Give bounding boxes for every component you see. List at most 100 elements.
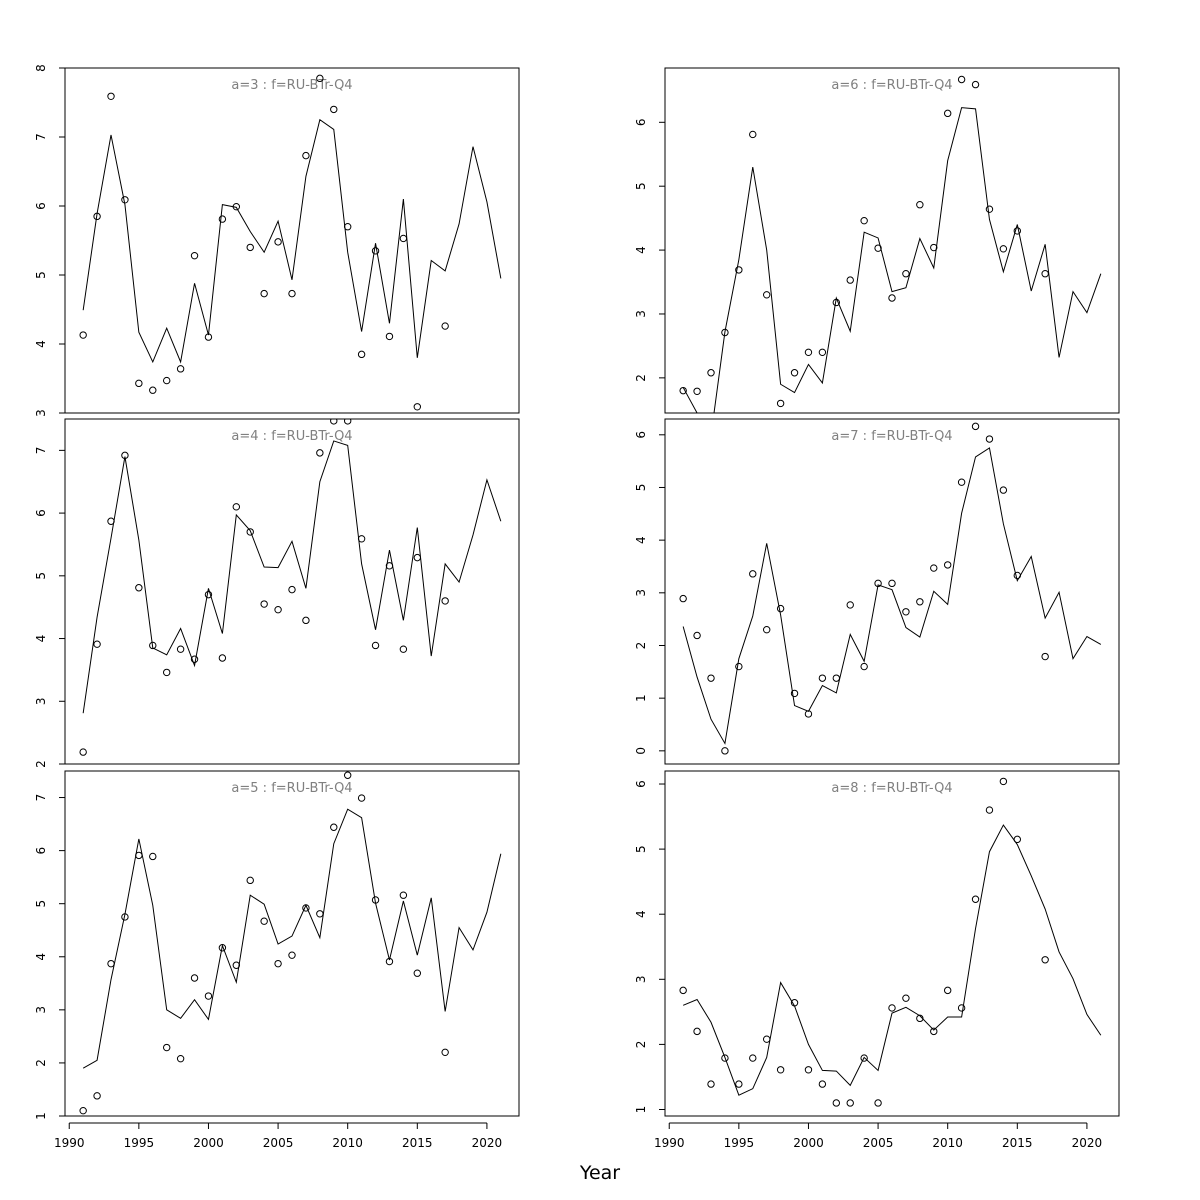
observed-point [790,999,799,1007]
observed-point [232,202,241,211]
observed-point [343,771,352,779]
observed-point [204,333,213,341]
y-tick-label: 5 [34,572,48,580]
observed-point [902,994,910,1002]
observed-point [1041,652,1049,661]
y-tick-label: 6 [634,118,648,126]
observed-point [1013,571,1021,580]
y-tick-label: 4 [34,953,48,961]
panel-a8: 1 2 3 4 5 6 1990 1995 2000 2005 2010 2015 2020 a=8 : … [634,770,1120,1150]
observed-point [874,1099,882,1107]
series-group [679,75,1102,413]
y-tick-label: 6 [34,202,48,210]
observed-point [135,584,143,592]
observed-point [735,662,743,671]
observed-point [246,876,254,885]
observed-point [260,600,268,608]
observed-point [93,1092,101,1100]
observed-point [943,986,952,995]
observed-point [957,75,966,84]
y-tick-label: 4 [634,910,648,918]
panel-title: a=8 : f=RU-BTr-Q4 [831,781,952,796]
observed-point [846,276,854,284]
observed-point [357,535,366,543]
fitted-line [82,808,502,1069]
observed-point [385,332,394,341]
observed-point [163,1043,171,1052]
observed-point [246,243,254,252]
observed-point [916,201,924,209]
y-tick-label: 3 [634,310,648,318]
panel-title: a=6 : f=RU-BTr-Q4 [831,78,952,93]
observed-point [1013,227,1021,235]
observed-point [385,562,394,570]
observed-point [707,1080,715,1088]
observed-point [735,266,743,274]
x-tick-label: 2000 [793,1136,824,1150]
observed-point [232,503,241,511]
observed-point [707,674,715,682]
observed-point [776,399,785,408]
y-tick-label: 2 [34,760,48,768]
observed-point [985,806,994,814]
observed-point [399,234,408,243]
observed-point [163,376,171,385]
x-tick-label: 2015 [1002,1136,1033,1150]
x-tick-label: 1990 [654,1136,685,1150]
observed-point [274,605,282,614]
y-tick-label: 3 [34,1006,48,1014]
observed-point [218,944,227,952]
panel-a7: 0 1 2 3 4 5 6 a=7 : f=RU-BTr-Q4 [634,418,1120,765]
y-tick-label: 6 [34,509,48,517]
observed-point [371,896,380,904]
observed-point [888,294,896,302]
observed-point [679,986,687,995]
observed-point [107,959,115,968]
observed-point [1041,956,1049,964]
observed-point [371,247,380,255]
x-tick-label: 1995 [724,1136,755,1150]
series-group [679,777,1102,1107]
x-axis: 1990 1995 2000 2005 2010 2015 2020 [54,1122,503,1150]
observed-point [343,419,352,425]
x-tick-label: 1990 [54,1136,85,1150]
observed-point [357,794,366,802]
observed-point [176,365,185,373]
x-tick-label: 1995 [124,1136,155,1150]
observed-point [149,386,157,394]
observed-point [860,662,868,671]
observed-point [804,710,813,718]
plot-frame [664,770,1120,1117]
observed-point [218,215,227,223]
observed-point [971,422,980,431]
fitted-line [682,107,1102,413]
observed-point [832,674,841,682]
series-group [79,74,502,411]
y-tick-label: 4 [34,340,48,348]
y-tick-label: 5 [34,271,48,279]
observed-point [1013,835,1021,844]
observed-point [930,243,938,252]
observed-point [79,748,87,756]
observed-point [874,244,882,252]
observed-point [957,478,966,486]
observed-point [985,205,994,213]
observed-point [121,196,129,204]
x-tick-label: 2020 [472,1136,503,1150]
observed-point [149,641,157,650]
x-tick-label: 2000 [193,1136,224,1150]
x-tick-label: 2010 [332,1136,363,1150]
observed-point [804,1066,813,1074]
plot-frame [64,67,520,414]
observed-point [846,1099,854,1107]
panel-title: a=3 : f=RU-BTr-Q4 [231,78,352,93]
observed-point [330,823,338,831]
observed-point [274,238,282,246]
plot-frame [664,67,1120,414]
observed-point [107,92,115,100]
observed-point [776,604,785,613]
observed-point [121,913,129,921]
y-tick-label: 4 [634,246,648,254]
observed-point [107,517,115,525]
observed-point [288,289,296,298]
